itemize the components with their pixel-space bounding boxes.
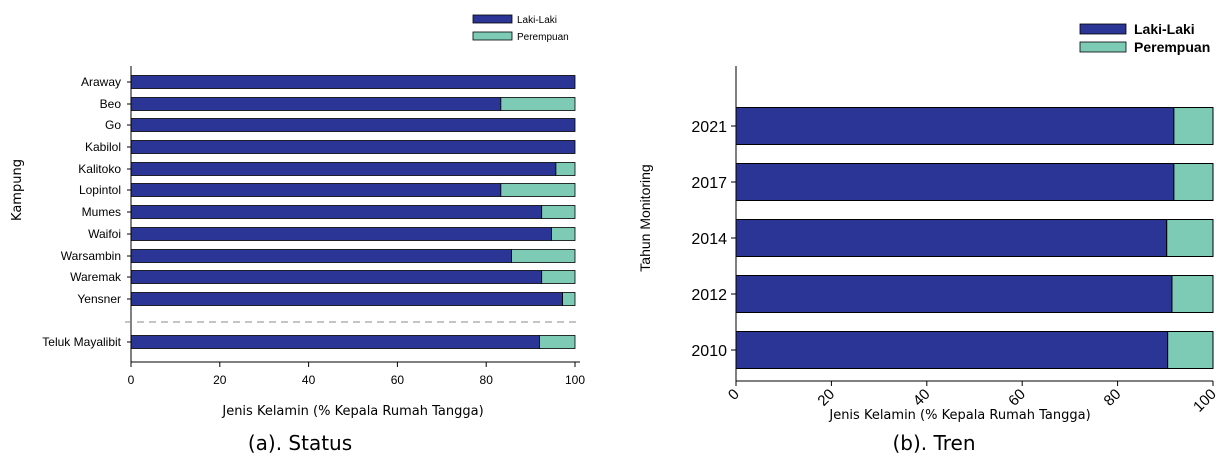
chart-b-x-tick-label: 100 — [1190, 386, 1220, 416]
chart-a-bar-yensner-laki-laki — [130, 292, 563, 306]
chart-b-bar-2012-laki-laki — [735, 275, 1173, 313]
chart-a-category-label: Waremak — [70, 270, 122, 284]
chart-a-caption: (a). Status — [248, 431, 352, 455]
chart-b-legend-label-female: Perempuan — [1134, 39, 1210, 55]
chart-b-category-label: 2014 — [691, 231, 727, 248]
chart-a-category-label: Mumes — [82, 205, 121, 219]
chart-a-x-ticks: 0 20 40 60 80 100 — [128, 362, 585, 387]
chart-a-bar-kabilol-laki-laki — [130, 140, 576, 154]
chart-b-category-label: 2010 — [691, 343, 727, 360]
chart-a-x-tick-label: 100 — [565, 373, 585, 387]
chart-b-legend: Laki-Laki Perempuan — [1079, 21, 1210, 55]
chart-a-bar-beo-perempuan — [500, 97, 576, 111]
chart-a-y-axis-title: Kampung — [10, 159, 25, 221]
chart-b-x-tick-label: 60 — [1005, 386, 1029, 410]
chart-a-x-tick-label: 80 — [480, 373, 494, 387]
chart-a-bar-yensner-perempuan — [562, 292, 576, 306]
chart-b-y-axis-title: Tahun Monitoring — [637, 164, 653, 271]
chart-a-x-tick-label: 60 — [391, 373, 405, 387]
chart-b-caption: (b). Tren — [892, 431, 975, 455]
chart-a-legend-label-female: Perempuan — [517, 32, 569, 43]
chart-a-category-label: Lopintol — [79, 183, 121, 197]
chart-a-bar-araway-laki-laki — [130, 75, 576, 89]
chart-b-bar-2010-perempuan — [1167, 331, 1214, 369]
chart-a-category-label: Kalitoko — [78, 162, 121, 176]
chart-a-category-label: Araway — [81, 75, 121, 89]
chart-a-category-label: Beo — [100, 97, 122, 111]
chart-b-x-tick-label: 80 — [1101, 386, 1125, 410]
chart-a-category-label: Waifoi — [88, 227, 121, 241]
chart-a-category-labels: Araway Beo Go Kabilol Kalitoko Lopintol Mumes W… — [42, 75, 131, 349]
chart-a-legend: Laki-Laki Perempuan — [472, 14, 569, 43]
chart-b-category-labels: 2021 2017 2014 2012 2010 — [691, 119, 736, 360]
chart-a-legend-swatch-female — [472, 31, 513, 41]
chart-b-x-tick-label: 0 — [725, 386, 743, 404]
chart-a-x-tick-label: 40 — [302, 373, 316, 387]
chart-a-bar-beo-laki-laki — [130, 97, 502, 111]
chart-b-bars — [735, 107, 1214, 369]
chart-a-category-label: Go — [105, 118, 121, 132]
chart-a-legend-label-male: Laki-Laki — [517, 15, 557, 26]
chart-a-x-tick-label: 20 — [213, 373, 227, 387]
chart-a-bar-waremak-perempuan — [541, 270, 576, 284]
chart-a-bar-kalitoko-laki-laki — [130, 162, 557, 176]
chart-b-bar-2021-perempuan — [1173, 107, 1214, 145]
chart-b-bar-2021-laki-laki — [735, 107, 1175, 145]
chart-a-bars — [130, 75, 576, 349]
chart-b-legend-swatch-female — [1079, 41, 1127, 53]
chart-a-bar-teluk-mayalibit-laki-laki — [130, 335, 540, 349]
chart-a-bar-teluk-mayalibit-perempuan — [539, 335, 576, 349]
chart-a-bar-waifoi-laki-laki — [130, 227, 552, 241]
chart-b-tren: 2021 2017 2014 2012 2010 0 20 40 60 80 100 Jenis … — [637, 21, 1220, 455]
chart-a-x-tick-label: 0 — [128, 373, 135, 387]
chart-a-bar-lopintol-laki-laki — [130, 183, 502, 197]
chart-a-legend-swatch-male — [472, 14, 513, 24]
chart-b-bar-2012-perempuan — [1171, 275, 1214, 313]
chart-b-legend-label-male: Laki-Laki — [1134, 21, 1195, 37]
chart-b-x-tick-label: 20 — [814, 386, 838, 410]
chart-b-bar-2017-perempuan — [1173, 163, 1214, 201]
chart-a-x-axis-title: Jenis Kelamin (% Kepala Rumah Tangga) — [221, 404, 483, 419]
chart-b-x-tick-label: 40 — [910, 386, 934, 410]
chart-a-bar-waremak-laki-laki — [130, 270, 543, 284]
chart-b-category-label: 2012 — [691, 287, 727, 304]
chart-b-x-axis-title: Jenis Kelamin (% Kepala Rumah Tangga) — [828, 408, 1090, 423]
chart-b-bar-2014-laki-laki — [735, 219, 1168, 257]
chart-a-bar-kalitoko-perempuan — [555, 162, 576, 176]
chart-b-bar-2014-perempuan — [1166, 219, 1214, 257]
chart-a-category-label: Yensner — [77, 292, 121, 306]
chart-a-bar-go-laki-laki — [130, 118, 576, 132]
chart-a-bar-lopintol-perempuan — [500, 183, 576, 197]
chart-b-bar-2010-laki-laki — [735, 331, 1169, 369]
chart-a-category-label: Teluk Mayalibit — [42, 335, 121, 349]
chart-a-category-label: Kabilol — [85, 140, 121, 154]
chart-b-category-label: 2017 — [691, 175, 727, 192]
chart-a-bar-waifoi-perempuan — [551, 227, 576, 241]
chart-b-bar-2017-laki-laki — [735, 163, 1175, 201]
chart-a-bar-warsambin-laki-laki — [130, 249, 512, 263]
chart-a-bar-warsambin-perempuan — [511, 249, 576, 263]
chart-a-bar-mumes-laki-laki — [130, 205, 543, 219]
chart-b-category-label: 2021 — [691, 119, 727, 136]
chart-a-bar-mumes-perempuan — [541, 205, 576, 219]
chart-b-legend-swatch-male — [1079, 23, 1127, 35]
chart-a-status: Araway Beo Go Kabilol Kalitoko Lopintol Mumes W… — [10, 14, 585, 455]
chart-a-category-label: Warsambin — [61, 249, 121, 263]
